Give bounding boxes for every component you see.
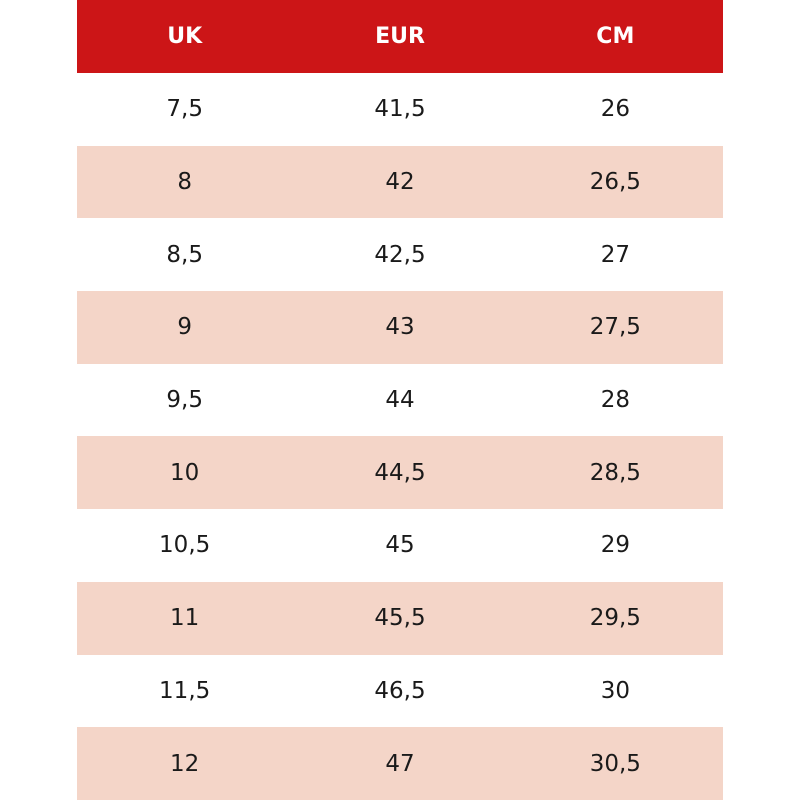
table-row: 10 44,5 28,5 — [77, 436, 723, 510]
table-body: 7,5 41,5 26 8 42 26,5 8,5 42,5 27 9 43 27,5 9,5 44 28 1… — [77, 73, 723, 800]
table-cell: 11 — [77, 581, 293, 655]
table-cell: 27 — [600, 241, 630, 268]
table-cell: 8,5 — [166, 241, 203, 268]
table-cell: 44 — [385, 387, 415, 414]
column-header: EUR — [292, 0, 508, 73]
table-cell: 45,5 — [292, 581, 508, 655]
table-cell: 47 — [292, 727, 508, 800]
header-row: UK EUR CM — [77, 0, 723, 73]
table-row: 11 45,5 29,5 — [77, 581, 723, 655]
table-row: 11,5 46,5 30 — [77, 655, 723, 728]
table-row: 7,5 41,5 26 — [77, 73, 723, 146]
table-cell: 10 — [77, 436, 293, 510]
table-cell: 30,5 — [507, 727, 723, 800]
table-row: 10,5 45 29 — [77, 509, 723, 582]
table-row: 8 42 26,5 — [77, 145, 723, 219]
table-row: 9,5 44 28 — [77, 364, 723, 437]
table-row: 8,5 42,5 27 — [77, 218, 723, 291]
table-cell: 9 — [77, 291, 293, 364]
table-row: 9 43 27,5 — [77, 291, 723, 364]
table-cell: 8 — [77, 145, 293, 219]
table-cell: 28 — [600, 387, 630, 414]
table-cell: 46,5 — [374, 677, 426, 704]
table-cell: 43 — [292, 291, 508, 364]
size-table: UK EUR CM 7,5 41,5 26 8 42 26,5 8,5 42,5 27 9 43 27,5… — [77, 0, 723, 800]
table-header: UK EUR CM — [77, 0, 723, 73]
table-cell: 26,5 — [507, 145, 723, 219]
table-cell: 7,5 — [166, 96, 203, 123]
table-cell: 27,5 — [507, 291, 723, 364]
table-cell: 10,5 — [159, 532, 211, 559]
column-header: CM — [507, 0, 723, 73]
table-row: 12 47 30,5 — [77, 727, 723, 800]
table-cell: 42 — [292, 145, 508, 219]
table-cell: 29,5 — [507, 581, 723, 655]
column-header: UK — [77, 0, 293, 73]
table-cell: 44,5 — [292, 436, 508, 510]
table-cell: 29 — [600, 532, 630, 559]
table-cell: 45 — [385, 532, 415, 559]
table-cell: 28,5 — [507, 436, 723, 510]
table-cell: 9,5 — [166, 387, 203, 414]
table-cell: 12 — [77, 727, 293, 800]
table-cell: 41,5 — [374, 96, 426, 123]
table-cell: 11,5 — [159, 677, 211, 704]
table-cell: 42,5 — [374, 241, 426, 268]
table-cell: 30 — [600, 677, 630, 704]
table-cell: 26 — [600, 96, 630, 123]
